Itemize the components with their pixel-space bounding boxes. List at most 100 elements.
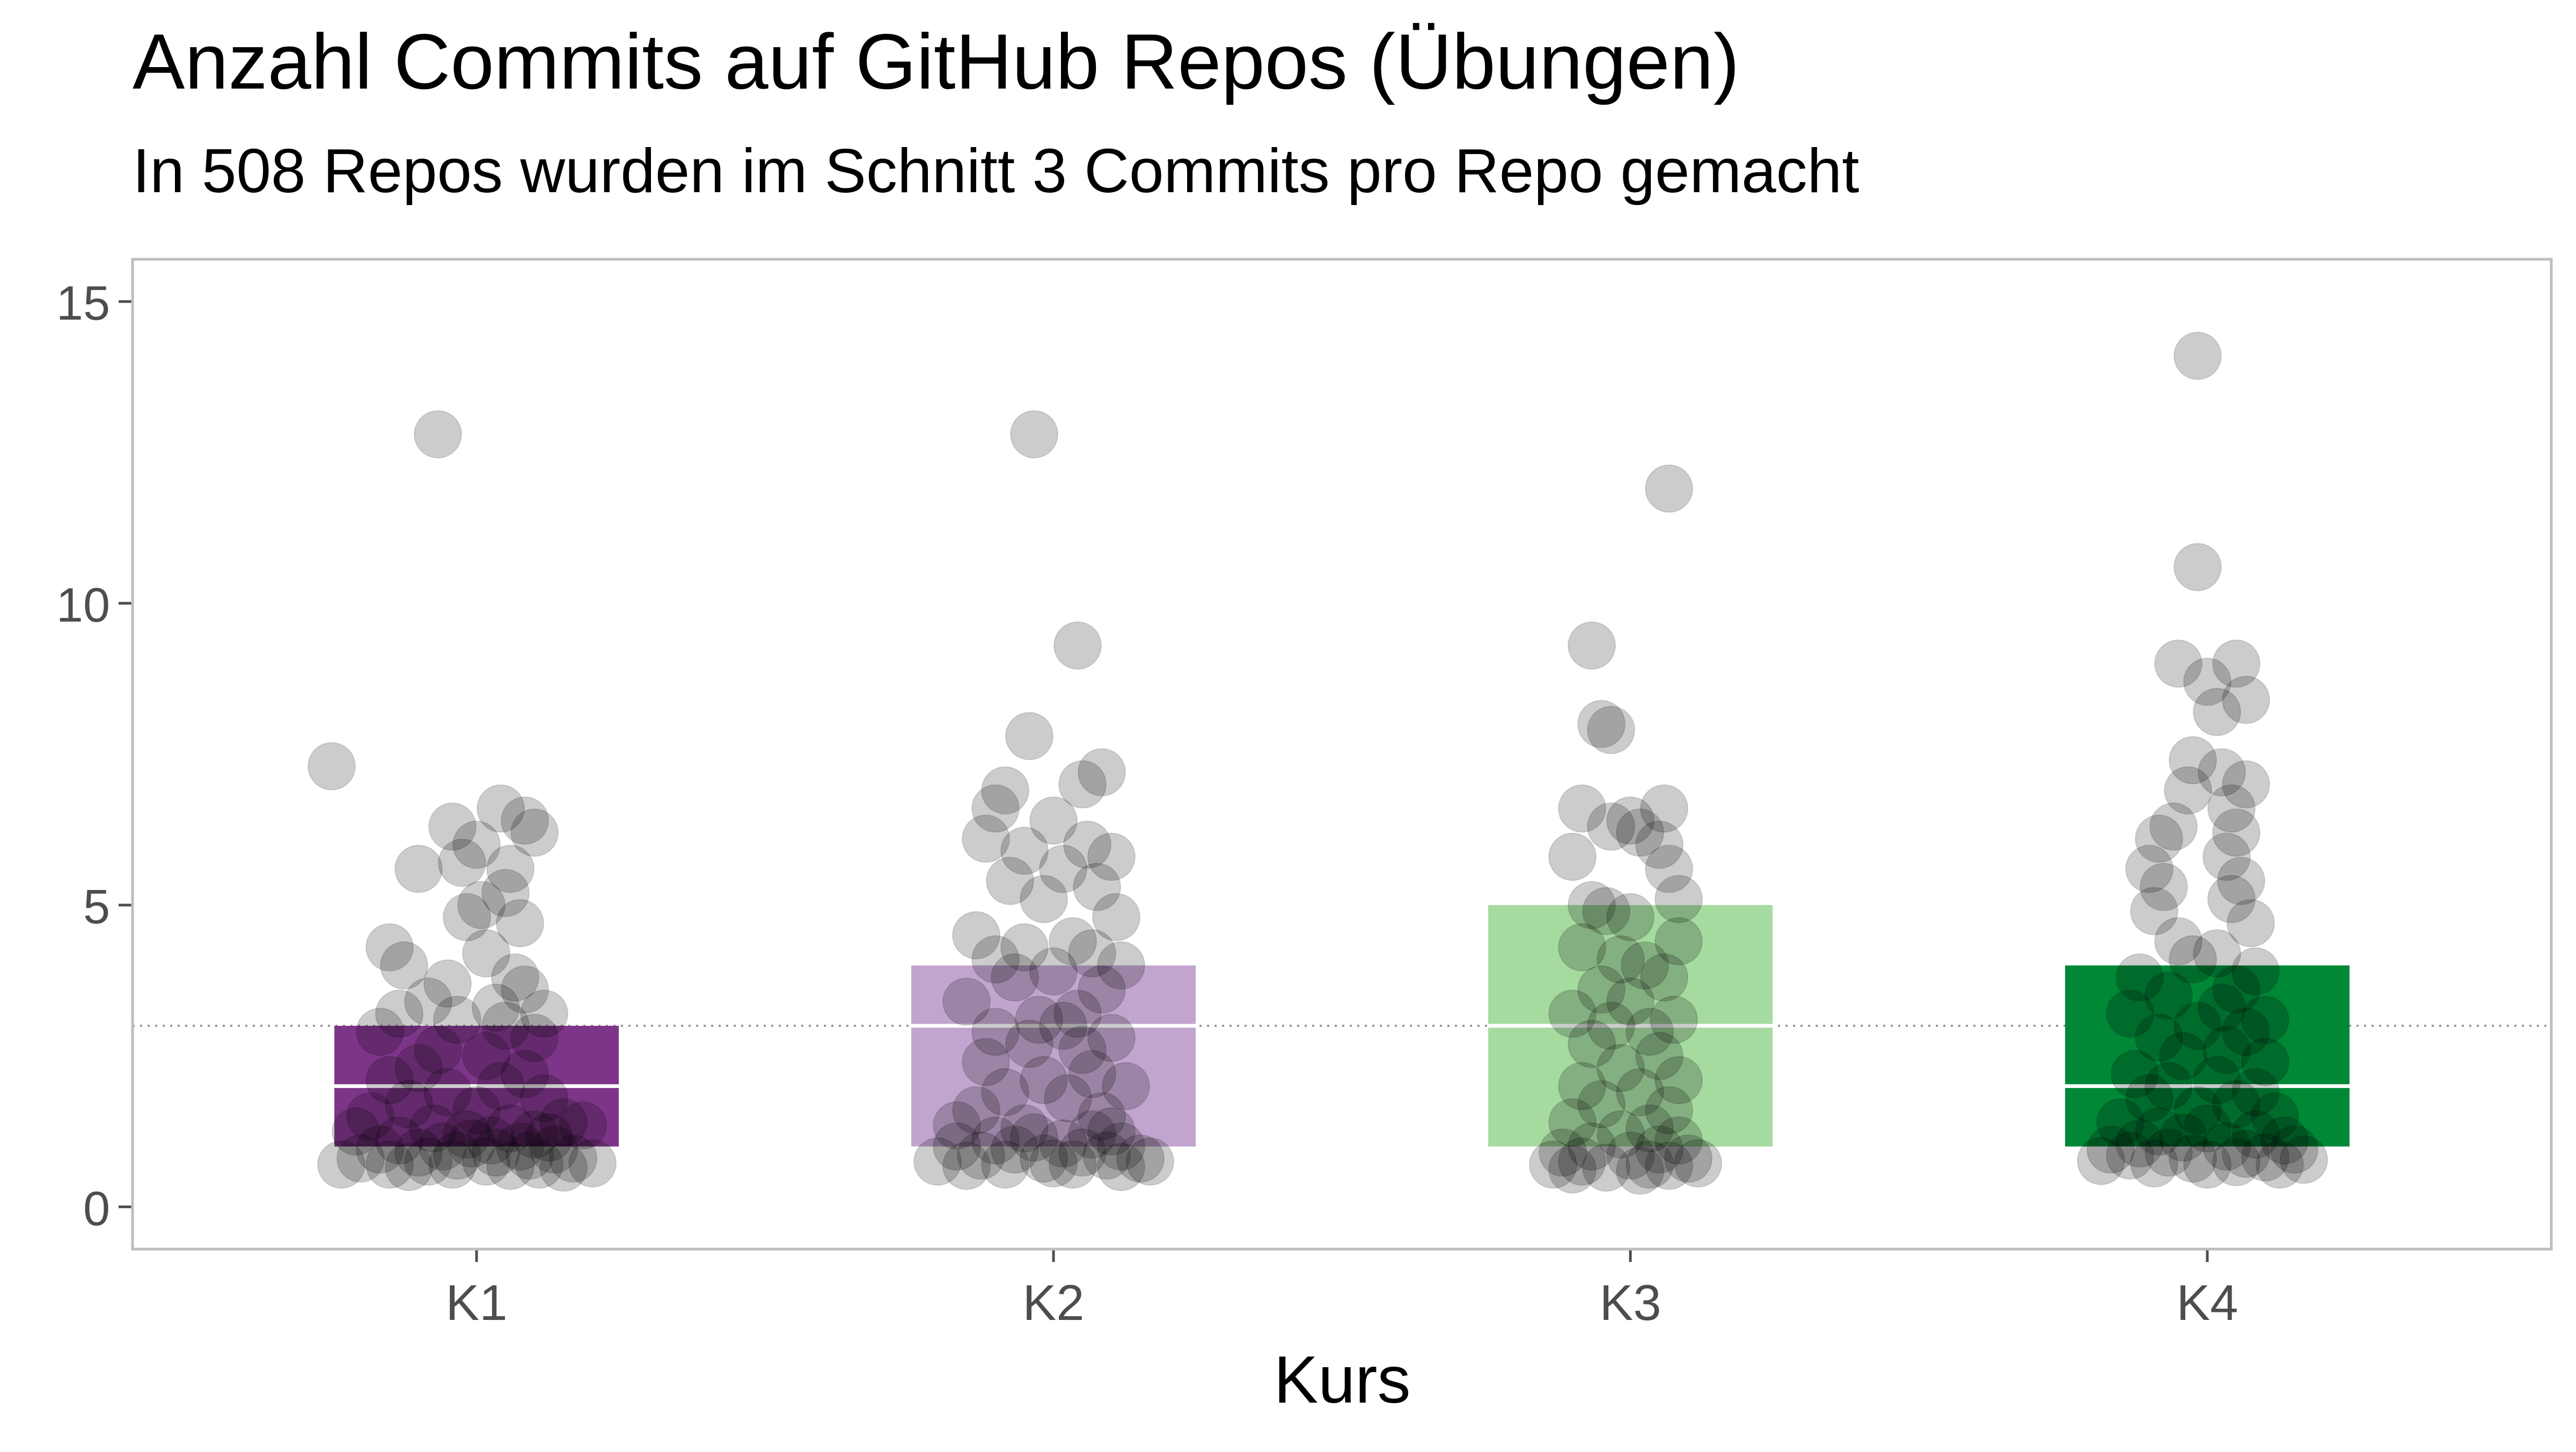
data-point-K4-40 <box>2193 1056 2241 1105</box>
data-point-K4-7 <box>2193 688 2241 736</box>
data-point-K1-65 <box>317 1140 365 1189</box>
data-point-K2-43 <box>1000 1104 1049 1153</box>
data-point-K1-59 <box>365 1140 414 1189</box>
data-point-K2-19 <box>1049 917 1097 966</box>
data-point-K2-64 <box>933 1101 981 1150</box>
plot-border <box>131 258 2553 1251</box>
data-point-K2-50 <box>1058 1128 1107 1177</box>
data-point-K2-26 <box>1078 965 1126 1014</box>
data-point-K2-31 <box>971 1008 1020 1056</box>
data-point-K1-57 <box>404 1137 452 1186</box>
data-point-K2-17 <box>1092 893 1140 942</box>
data-point-K2-8 <box>1029 796 1078 845</box>
data-point-K1-32 <box>501 1049 549 1098</box>
data-point-K2-5 <box>1058 760 1107 809</box>
data-point-K1-34 <box>477 1062 525 1111</box>
data-point-K1-46 <box>467 1116 515 1165</box>
data-point-K3-31 <box>1655 1056 1703 1105</box>
data-point-K2-33 <box>1005 1019 1053 1068</box>
data-point-K3-27 <box>1626 1008 1674 1056</box>
data-point-K4-61 <box>2169 1134 2217 1183</box>
data-point-K4-30 <box>2198 983 2246 1032</box>
data-point-K3-1 <box>1645 464 1693 513</box>
data-point-K3-14 <box>1568 881 1616 930</box>
data-point-K1-33 <box>365 1056 414 1105</box>
data-point-K3-30 <box>1597 1044 1645 1092</box>
data-point-K4-56 <box>2270 1125 2318 1174</box>
data-point-K1-69 <box>332 1107 380 1156</box>
data-point-K3-22 <box>1577 965 1626 1014</box>
data-point-K2-3 <box>1005 712 1053 761</box>
data-point-K4-13 <box>2149 802 2198 851</box>
data-point-K2-27 <box>942 977 991 1026</box>
data-point-K2-35 <box>962 1038 1010 1086</box>
data-point-K3-42 <box>1539 1128 1587 1177</box>
data-point-K2-30 <box>1039 1001 1087 1050</box>
data-point-K1-11 <box>481 869 530 917</box>
data-point-K3-3 <box>1577 699 1626 748</box>
data-point-K4-57 <box>2145 1128 2193 1177</box>
box-K2 <box>911 965 1196 1147</box>
data-point-K4-1 <box>2174 331 2222 380</box>
data-point-K1-60 <box>515 1140 564 1189</box>
data-point-K1-61 <box>428 1140 477 1189</box>
data-point-K3-34 <box>1577 1080 1626 1129</box>
data-point-K1-56 <box>549 1134 597 1183</box>
data-point-K3-23 <box>1606 977 1655 1026</box>
data-point-K3-46 <box>1626 1140 1674 1189</box>
chart-subtitle: In 508 Repos wurden im Schnitt 3 Commits… <box>133 136 1859 206</box>
data-point-K3-28 <box>1568 1019 1616 1068</box>
data-point-K4-5 <box>2183 658 2231 706</box>
data-point-K1-50 <box>530 1125 578 1174</box>
data-point-K1-26 <box>481 1001 530 1050</box>
data-point-K3-7 <box>1606 796 1655 845</box>
data-point-K2-48 <box>1097 1122 1145 1171</box>
y-tick-label-10: 10 <box>56 579 110 632</box>
data-point-K2-7 <box>971 784 1020 833</box>
data-point-K2-11 <box>1000 826 1049 875</box>
data-point-K1-31 <box>394 1044 443 1092</box>
data-point-K4-23 <box>2154 917 2202 966</box>
data-point-K2-59 <box>942 1141 991 1190</box>
data-point-K1-8 <box>438 838 486 887</box>
data-point-K4-20 <box>2207 874 2256 923</box>
data-point-K3-26 <box>1587 1001 1635 1050</box>
data-point-K2-28 <box>1053 989 1102 1038</box>
data-point-K1-15 <box>365 923 414 972</box>
data-point-K1-41 <box>409 1104 457 1153</box>
data-point-K2-63 <box>1087 1107 1136 1156</box>
data-point-K3-21 <box>1640 953 1688 1002</box>
data-point-K2-34 <box>1058 1025 1107 1074</box>
data-point-K2-22 <box>971 935 1020 984</box>
data-point-K4-42 <box>2231 1068 2280 1117</box>
data-point-K4-36 <box>2202 1025 2251 1074</box>
data-point-K1-35 <box>423 1068 472 1117</box>
data-point-K1-48 <box>496 1122 544 1171</box>
data-point-K1-45 <box>375 1116 423 1165</box>
data-point-K1-23 <box>375 989 423 1038</box>
data-point-K1-2 <box>308 742 356 791</box>
data-point-K4-22 <box>2227 899 2275 947</box>
data-point-K1-62 <box>486 1141 535 1190</box>
data-point-K3-36 <box>1548 1098 1597 1147</box>
data-point-K4-2 <box>2174 543 2222 592</box>
data-point-K2-9 <box>962 814 1010 863</box>
data-point-K1-51 <box>394 1128 443 1177</box>
y-tick-label-5: 5 <box>83 880 110 934</box>
data-point-K1-38 <box>452 1086 501 1135</box>
data-point-K1-13 <box>443 893 491 942</box>
data-point-K2-58 <box>1049 1140 1097 1189</box>
data-point-K2-44 <box>1068 1110 1116 1159</box>
data-point-K1-21 <box>404 977 452 1026</box>
data-point-K1-42 <box>486 1104 535 1153</box>
data-point-K4-47 <box>2096 1098 2145 1147</box>
data-point-K4-18 <box>2217 857 2265 906</box>
data-point-K3-50 <box>1616 1146 1664 1195</box>
data-point-K4-60 <box>2241 1133 2289 1182</box>
data-point-K1-70 <box>559 1101 607 1150</box>
data-point-K3-18 <box>1558 923 1606 972</box>
data-point-K3-33 <box>1616 1068 1664 1117</box>
box-K4 <box>2065 965 2350 1147</box>
data-point-K4-62 <box>2280 1135 2328 1184</box>
